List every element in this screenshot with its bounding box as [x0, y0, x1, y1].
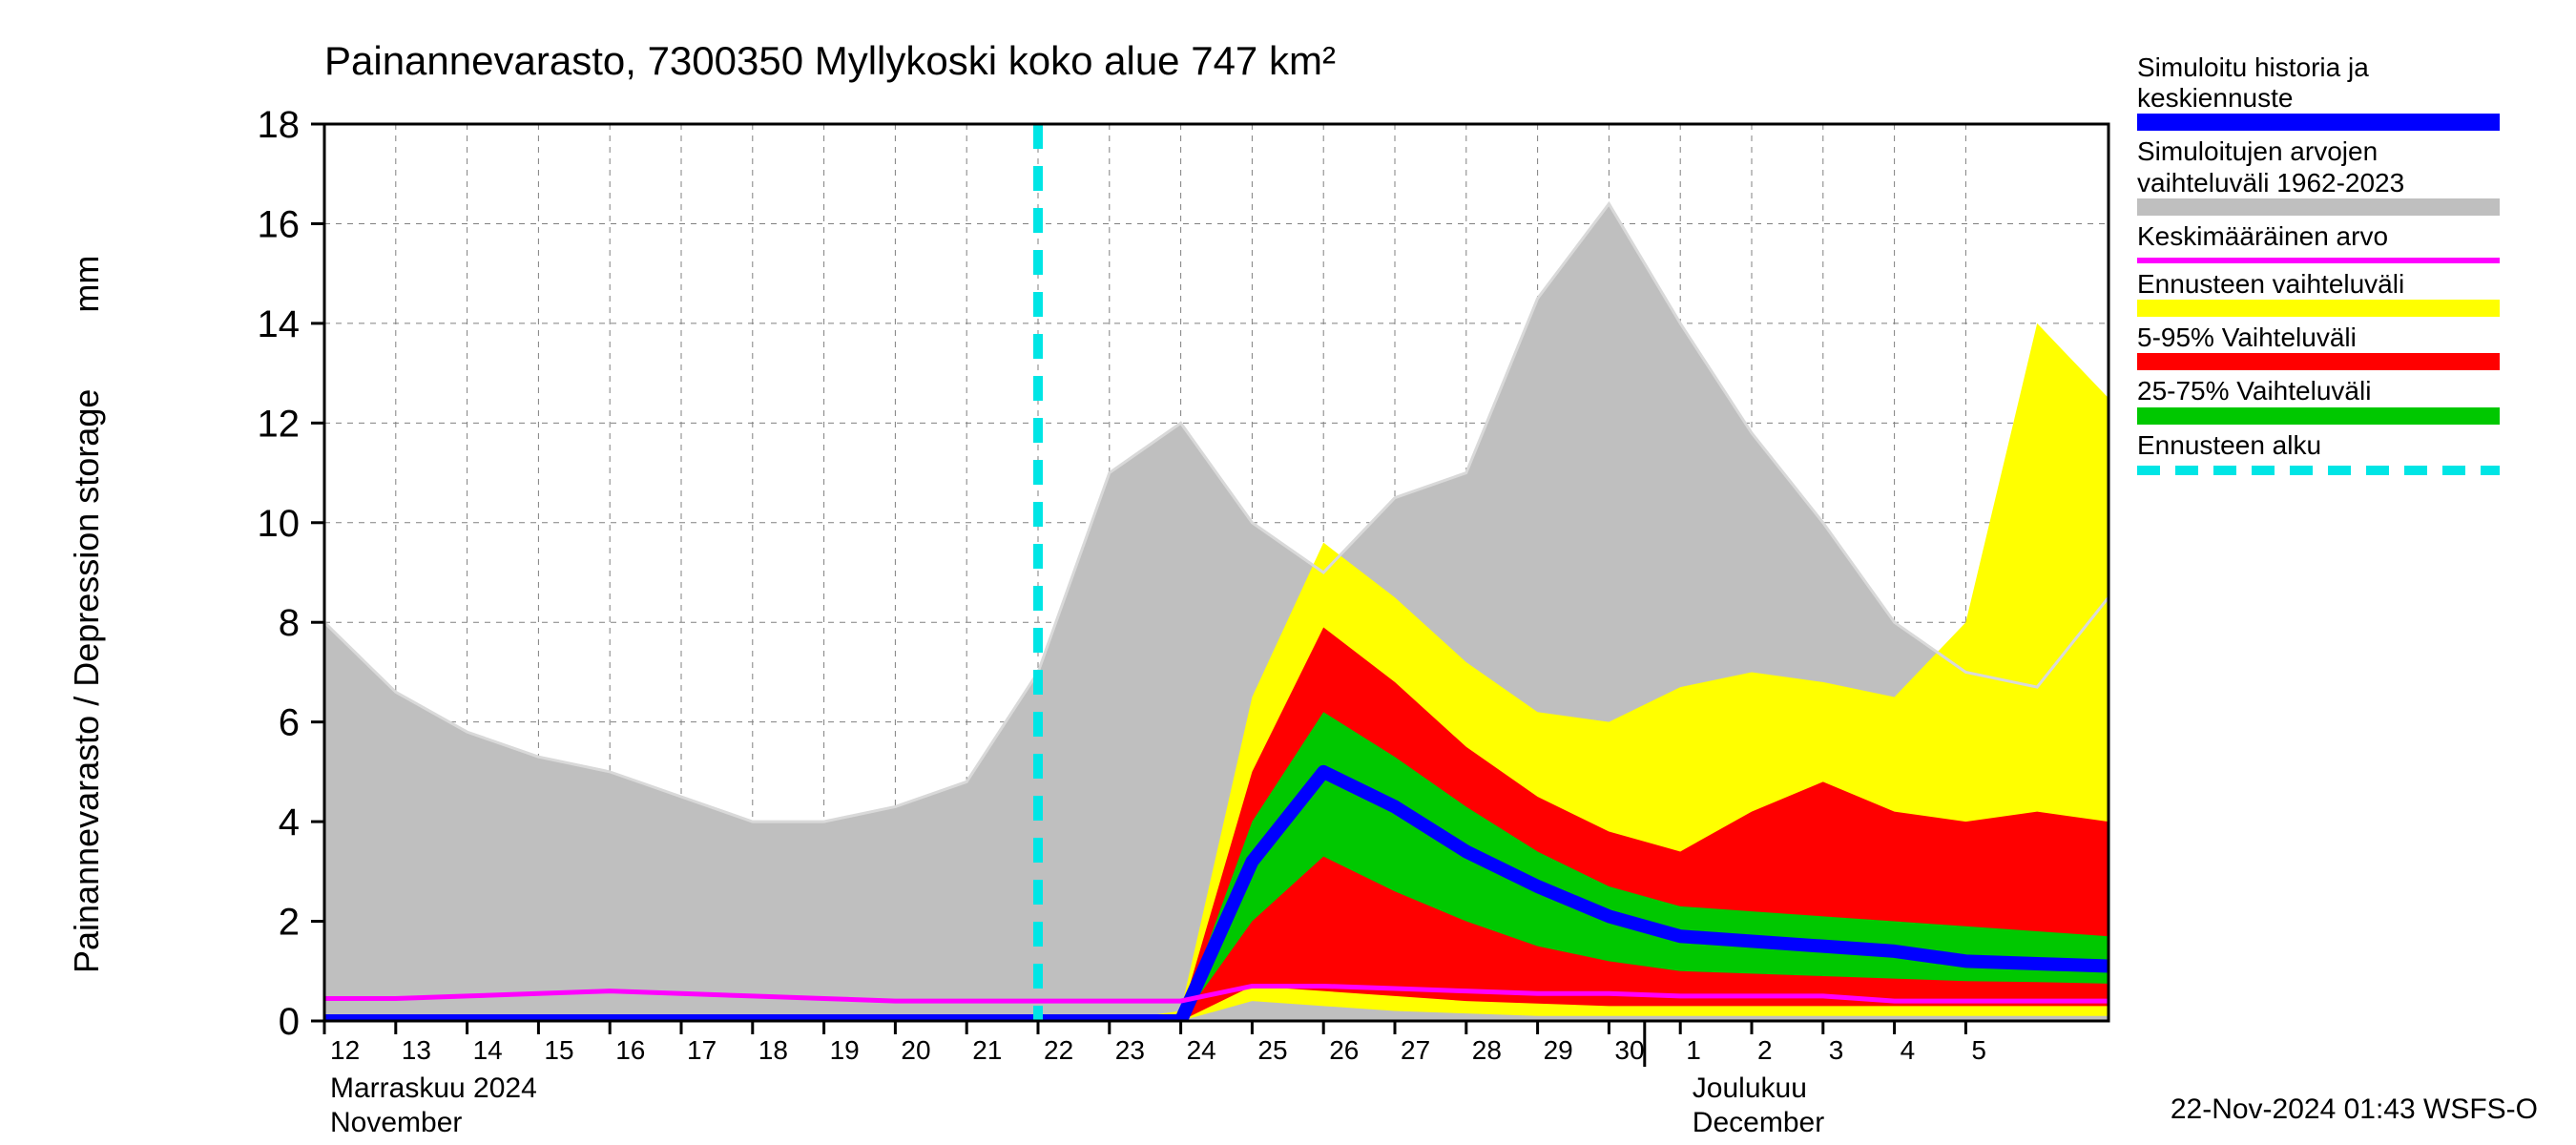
legend-label: Ennusteen vaihteluväli — [2137, 269, 2538, 300]
svg-text:November: November — [330, 1107, 462, 1138]
svg-text:8: 8 — [279, 602, 300, 644]
svg-text:12: 12 — [330, 1035, 360, 1065]
svg-text:2: 2 — [279, 902, 300, 944]
svg-text:16: 16 — [258, 203, 301, 245]
svg-text:3: 3 — [1829, 1035, 1844, 1065]
footer-timestamp: 22-Nov-2024 01:43 WSFS-O — [2171, 1093, 2538, 1126]
svg-text:17: 17 — [687, 1035, 717, 1065]
legend-swatch-yellow — [2137, 300, 2500, 317]
svg-text:2: 2 — [1757, 1035, 1773, 1065]
svg-text:25: 25 — [1257, 1035, 1287, 1065]
svg-text:29: 29 — [1544, 1035, 1573, 1065]
svg-text:22: 22 — [1044, 1035, 1073, 1065]
legend-label: 25-75% Vaihteluväli — [2137, 376, 2538, 406]
svg-text:18: 18 — [758, 1035, 788, 1065]
legend-swatch-magenta — [2137, 258, 2500, 263]
legend-label: Simuloitu historia ja — [2137, 52, 2538, 83]
svg-text:15: 15 — [544, 1035, 573, 1065]
svg-text:24: 24 — [1187, 1035, 1216, 1065]
svg-text:30: 30 — [1614, 1035, 1644, 1065]
legend-label: vaihteluväli 1962-2023 — [2137, 168, 2538, 198]
legend-entry-forecast-range: Ennusteen vaihteluväli — [2137, 269, 2538, 317]
legend-swatch-cyan-dash — [2137, 461, 2500, 480]
svg-text:20: 20 — [901, 1035, 930, 1065]
svg-text:21: 21 — [972, 1035, 1002, 1065]
svg-text:6: 6 — [279, 702, 300, 744]
svg-text:10: 10 — [258, 503, 301, 545]
svg-text:0: 0 — [279, 1001, 300, 1043]
svg-text:18: 18 — [258, 104, 301, 146]
legend-label: Keskimääräinen arvo — [2137, 221, 2538, 252]
legend-label: Simuloitujen arvojen — [2137, 136, 2538, 167]
legend-swatch-blue — [2137, 114, 2500, 131]
legend-entry-forecast-start: Ennusteen alku — [2137, 430, 2538, 480]
legend-swatch-green — [2137, 407, 2500, 425]
svg-text:December: December — [1693, 1107, 1824, 1138]
svg-text:13: 13 — [402, 1035, 431, 1065]
legend-entry-5-95: 5-95% Vaihteluväli — [2137, 323, 2538, 370]
legend-label: 5-95% Vaihteluväli — [2137, 323, 2538, 353]
legend-label: Ennusteen alku — [2137, 430, 2538, 461]
svg-text:16: 16 — [615, 1035, 645, 1065]
svg-text:4: 4 — [279, 802, 300, 843]
svg-text:4: 4 — [1901, 1035, 1916, 1065]
svg-text:14: 14 — [258, 303, 301, 345]
svg-text:19: 19 — [830, 1035, 860, 1065]
legend-entry-mean: Keskimääräinen arvo — [2137, 221, 2538, 263]
svg-text:12: 12 — [258, 403, 301, 445]
svg-text:26: 26 — [1329, 1035, 1359, 1065]
legend: Simuloitu historia ja keskiennuste Simul… — [2137, 52, 2538, 486]
legend-swatch-red — [2137, 353, 2500, 370]
svg-text:23: 23 — [1115, 1035, 1145, 1065]
svg-text:27: 27 — [1401, 1035, 1430, 1065]
svg-text:28: 28 — [1472, 1035, 1502, 1065]
svg-text:1: 1 — [1686, 1035, 1701, 1065]
svg-text:5: 5 — [1971, 1035, 1986, 1065]
legend-entry-sim-range: Simuloitujen arvojen vaihteluväli 1962-2… — [2137, 136, 2538, 215]
svg-text:14: 14 — [473, 1035, 503, 1065]
legend-entry-sim-history: Simuloitu historia ja keskiennuste — [2137, 52, 2538, 131]
legend-swatch-gray — [2137, 198, 2500, 216]
svg-text:Joulukuu: Joulukuu — [1693, 1072, 1807, 1104]
legend-entry-25-75: 25-75% Vaihteluväli — [2137, 376, 2538, 424]
chart-container: Painannevarasto, 7300350 Myllykoski koko… — [0, 0, 2576, 1145]
legend-label: keskiennuste — [2137, 83, 2538, 114]
svg-text:Marraskuu 2024: Marraskuu 2024 — [330, 1072, 537, 1104]
